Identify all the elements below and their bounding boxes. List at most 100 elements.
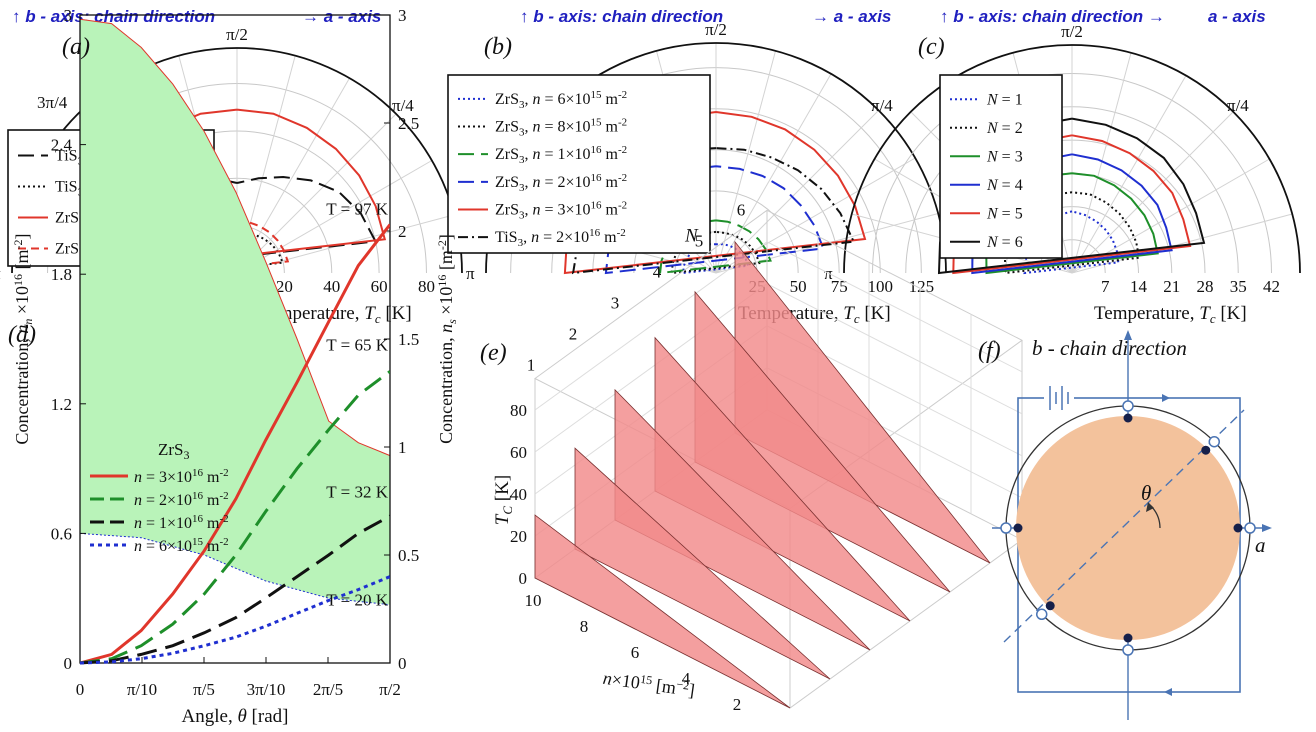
legend-label-part: n [533, 174, 541, 191]
r-tick-label: 21 [1163, 277, 1180, 296]
temp-label-symbol: T [1199, 303, 1211, 324]
temp-label-symbol: T [364, 303, 376, 324]
y2-tick-label: 2.5 [398, 114, 419, 133]
line-plot-d: 0 π/10 π/5 3π/10 2π/5 π/2 0 0.6 1.2 1.8 2.4 3 0 0.5 1 1… [11, 6, 459, 727]
y-axis-label-part: s [445, 319, 459, 324]
n-tick-label: 4 [682, 669, 691, 688]
x-tick-label: 0 [76, 680, 85, 699]
legend-label-part: -2 [618, 117, 627, 129]
legend-box [939, 74, 1063, 259]
legend-label-part: m [602, 119, 619, 136]
legend-label-part: -2 [618, 200, 627, 212]
y2-tick-label: 1 [398, 438, 407, 457]
legend-label: N = 5 [986, 205, 1023, 222]
r-tick-label: 60 [371, 277, 388, 296]
legend-title-main: ZrS [158, 440, 184, 459]
panel-label-b: (b) [484, 34, 512, 60]
contact-open [1000, 522, 1012, 534]
angle-label-pi-half: π/2 [1061, 22, 1083, 41]
legend-label-part: ZrS [495, 119, 519, 136]
legend-label-part: -2 [618, 89, 627, 101]
temp-label-sub: c [854, 311, 860, 326]
tc-wedge-N4 [654, 336, 911, 622]
angle-label-3pi-quarter: 3π/4 [37, 93, 68, 112]
legend-label-part: 3 [519, 210, 525, 222]
tc-tick-label: 80 [510, 401, 527, 420]
n-label-end: ] [687, 680, 696, 701]
panel-label-a: (a) [62, 34, 90, 60]
legend-box [447, 74, 711, 254]
contact-open [1244, 522, 1256, 534]
legend-label-part: , [525, 146, 533, 163]
angle-label-pi-quarter: π/4 [1227, 96, 1249, 115]
angle-arrow-icon [1146, 502, 1154, 512]
temp-label-sub: c [1210, 311, 1216, 326]
legend-label-part: n [531, 229, 539, 246]
y-axis-label-part: ×10 [436, 287, 456, 320]
temperature-axis-label: Temperature, Tc [K] [1094, 303, 1247, 326]
n-tick-label: 8 [580, 617, 589, 636]
series-line-3 [80, 514, 390, 665]
legend-label-part: m [203, 538, 220, 555]
legend-label-part: = 2 [998, 120, 1023, 137]
n-tick-label: 6 [631, 643, 640, 662]
panel-label-d: (d) [8, 322, 36, 348]
legend-label: N = 1 [986, 91, 1023, 108]
svg-text:↑ b - axis: chain direction: ↑ b - axis: chain direction [520, 7, 723, 26]
tc-tick-label: 40 [510, 485, 527, 504]
y-axis-label-part: -2 [11, 239, 25, 249]
r-tick-label: 7 [1101, 277, 1110, 296]
temp-label-unit: [K] [860, 303, 891, 324]
battery-icon [1044, 386, 1074, 410]
y-axis-label-part: Concentration, [436, 333, 456, 444]
legend-label: ZrS3, n = 8×1015 m-2 [495, 117, 627, 139]
series-line-2 [80, 370, 390, 665]
legend-label: N = 2 [986, 120, 1023, 137]
angle-label-pi-quarter: π/4 [392, 96, 414, 115]
header-b: ↑ b - axis: chain direction → a - axis [520, 7, 891, 26]
x-tick-label: 3π/10 [247, 680, 286, 699]
svg-text:→ a - axis: → a - axis [302, 7, 381, 26]
y2-tick-label: 0 [398, 654, 407, 673]
tc-wedge-N1 [534, 514, 791, 709]
legend-label-part: 16 [591, 200, 603, 212]
y-tick-label: 1.8 [51, 265, 72, 284]
N-tick-label: 5 [695, 232, 704, 251]
temperature-annotation: T = 20 K [326, 590, 388, 609]
diagram-f: b - chain direction a θ [992, 330, 1272, 720]
r-tick-label: 100 [868, 277, 894, 296]
N-tick-label: 3 [611, 294, 620, 313]
n-label-unit: [m [650, 675, 677, 698]
legend-label-part: 16 [591, 144, 603, 156]
legend-label-part: = 4 [998, 177, 1023, 194]
N-tick-label: 1 [527, 356, 536, 375]
current-arrow-top-icon [1162, 394, 1170, 402]
region-lower-boundary [79, 532, 391, 606]
angle-label-pi-quarter: π/4 [871, 96, 893, 115]
legend-label-part: 15 [591, 89, 603, 101]
contact-open [1122, 400, 1134, 412]
contact-filled [1123, 633, 1133, 643]
tc-tick-label: 60 [510, 443, 527, 462]
r-tick-label: 28 [1197, 277, 1214, 296]
legend-label: N = 3 [986, 148, 1023, 165]
legend-label-part: m [602, 202, 619, 219]
header-a: ↑ b - axis: chain direction → a - axis [12, 7, 381, 26]
legend-label-part: m [203, 469, 220, 486]
a-axis-arrow-icon [1262, 524, 1272, 532]
legend-title: ZrS3 [158, 440, 190, 462]
contact-open [1035, 608, 1048, 621]
legend-label-part: 16 [192, 513, 204, 525]
x-tick-label: π/5 [193, 680, 215, 699]
tc-tick-label: 0 [519, 569, 528, 588]
legend-label: ZrS3, n = 1×1016 m-2 [495, 144, 627, 166]
series-group [80, 223, 390, 665]
temperature-annotation: T = 97 K [326, 200, 388, 219]
legend-label-part: = 2×10 [539, 229, 589, 246]
panel-label-e: (e) [480, 340, 507, 366]
legend-label-part: TiS [55, 179, 78, 196]
legend-label: n = 6×1015 m-2 [134, 536, 229, 555]
r-tick-label: 40 [323, 277, 340, 296]
theta-label: θ [1141, 481, 1151, 505]
